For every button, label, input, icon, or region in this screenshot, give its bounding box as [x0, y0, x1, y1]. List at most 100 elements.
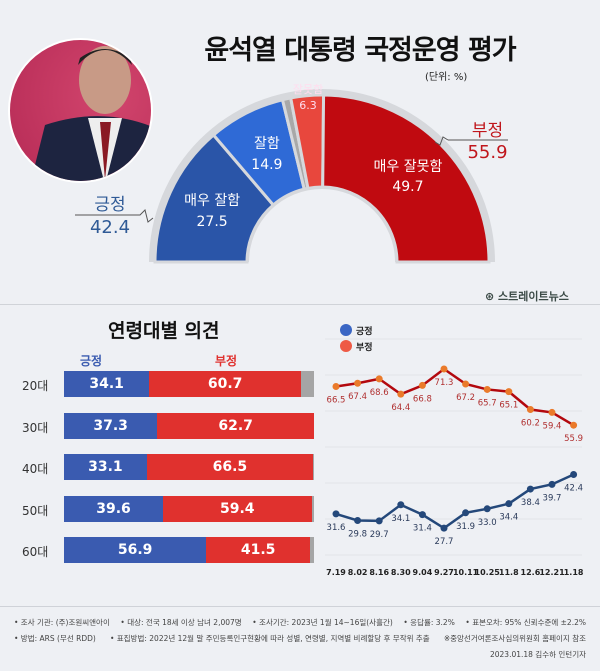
- data-label: 27.7: [435, 537, 454, 547]
- data-label: 42.4: [564, 483, 583, 493]
- footer-note: • 조사 기관: (주)조원씨앤아이: [14, 618, 110, 627]
- age-bar-row: 37.3 62.7: [64, 412, 314, 439]
- x-tick-label: 7.19: [326, 568, 346, 577]
- half-donut-chart: [75, 89, 508, 264]
- data-point: [332, 510, 340, 518]
- data-point: [462, 509, 470, 517]
- age-label: 40대: [22, 462, 49, 476]
- news-logo: ⊛ 스트레이트뉴스: [485, 290, 569, 303]
- footer-note: • 대상: 전국 18세 이상 남녀 2,007명: [120, 618, 242, 627]
- x-tick-label: 9.04: [413, 568, 433, 577]
- negative-bar: 60.7: [149, 371, 301, 397]
- legend-positive: 긍정: [80, 354, 103, 368]
- age-label: 60대: [22, 545, 49, 559]
- negative-total-value: 55.9: [467, 142, 508, 163]
- data-point: [505, 388, 513, 396]
- data-label: 29.8: [348, 529, 367, 539]
- age-bar-row: 39.6 59.4: [64, 495, 314, 522]
- data-point: [354, 516, 362, 524]
- data-label: 31.6: [327, 523, 346, 533]
- data-label: 68.6: [370, 388, 389, 398]
- legend-negative: 부정: [215, 354, 238, 368]
- data-point: [418, 381, 426, 389]
- age-section-title: 연령대별 의견: [108, 320, 220, 342]
- data-point: [354, 379, 362, 387]
- undecided-bar: [313, 454, 314, 480]
- data-label: 34.1: [391, 514, 410, 524]
- positive-leader-line: [75, 209, 154, 223]
- data-label: 60.2: [521, 419, 540, 429]
- data-point: [462, 380, 470, 388]
- undecided-bar: [301, 371, 314, 397]
- data-label: 59.4: [543, 421, 562, 431]
- positive-bar: 56.9: [64, 537, 207, 563]
- donut-segment: [153, 132, 276, 264]
- data-point: [440, 365, 448, 373]
- data-point: [418, 511, 426, 519]
- series-line: [335, 367, 575, 427]
- data-point: [548, 480, 556, 488]
- negative-bar: 66.5: [146, 454, 313, 480]
- age-bar-row: 56.9 41.5: [64, 537, 314, 563]
- data-label: 55.9: [564, 434, 583, 444]
- series-line: [335, 473, 575, 530]
- data-point: [375, 375, 383, 383]
- data-label: 67.4: [348, 392, 367, 402]
- data-label: 66.8: [413, 394, 432, 404]
- footer-note: • 표집방법: 2022년 12월 말 주민등록인구현황에 따라 성별, 연령별…: [109, 634, 430, 643]
- data-label: 65.1: [499, 401, 518, 411]
- trend-line-chart: 긍정 31.629.8 29.734.131.427.731.9 33.034.438…: [325, 324, 584, 577]
- x-tick-label: 11.8: [499, 568, 519, 577]
- age-label: 50대: [22, 503, 49, 518]
- data-point: [548, 408, 556, 416]
- unit-label: (단위: %): [425, 72, 468, 83]
- x-tick-label: 10.11: [453, 568, 479, 577]
- donut-segment: [321, 93, 491, 264]
- positive-total-value: 42.4: [89, 217, 131, 238]
- footer: • 조사 기관: (주)조원씨앤아이 • 대상: 전국 18세 이상 남녀 2,0…: [0, 606, 600, 665]
- data-label: 71.3: [435, 378, 454, 388]
- footer-note: ※중앙선거여론조사심의위원회 홈페이지 참조: [443, 634, 586, 643]
- data-label: 31.9: [456, 522, 475, 532]
- data-label: 31.4: [413, 524, 432, 534]
- data-point: [526, 406, 534, 414]
- segment-label: 매우 잘함 27.5: [184, 193, 241, 230]
- data-point: [526, 485, 534, 493]
- president-photo: [8, 38, 153, 183]
- x-tick-label: 9.27: [434, 568, 454, 577]
- page-title: 윤석열 대통령 국정운영 평가: [204, 35, 516, 66]
- undecided-bar: [310, 537, 314, 563]
- negative-total-label: 부정: [471, 121, 504, 141]
- age-bar-row: 33.1 66.5: [64, 454, 314, 480]
- positive-bar: 39.6: [64, 495, 163, 522]
- x-tick-label: 8.16: [369, 568, 389, 577]
- data-label: 67.2: [456, 393, 475, 403]
- x-tick-label: 12.6: [521, 568, 541, 577]
- age-label: 20대: [22, 379, 49, 393]
- negative-bar: 41.5: [206, 537, 310, 563]
- data-point: [570, 421, 578, 429]
- data-point: [397, 390, 405, 398]
- data-point: [332, 383, 340, 391]
- data-point: [375, 517, 383, 525]
- data-label: 29.7: [370, 530, 389, 540]
- data-label: 39.7: [543, 493, 562, 503]
- legend-marker: [340, 324, 352, 336]
- negative-bar: 59.4: [163, 495, 312, 522]
- age-bar-row: 34.1 60.7: [64, 371, 314, 397]
- x-tick-label: 10.25: [475, 568, 501, 577]
- data-point: [570, 470, 578, 478]
- data-label: 65.7: [478, 398, 497, 408]
- positive-bar: 34.1: [64, 371, 150, 397]
- data-point: [483, 505, 491, 513]
- positive-bar: 33.1: [64, 454, 147, 480]
- age-label: 30대: [22, 420, 49, 435]
- x-tick-label: 12.21: [539, 568, 565, 577]
- legend-marker: [340, 340, 352, 352]
- footer-note: • 방법: ARS (무선 RDD): [14, 634, 96, 643]
- data-label: 38.4: [521, 498, 540, 508]
- undecided-bar: [311, 495, 314, 522]
- data-label: 33.0: [478, 518, 497, 528]
- footer-note: • 표본오차: 95% 신뢰수준에 ±2.2%: [465, 618, 586, 627]
- data-point: [505, 500, 513, 508]
